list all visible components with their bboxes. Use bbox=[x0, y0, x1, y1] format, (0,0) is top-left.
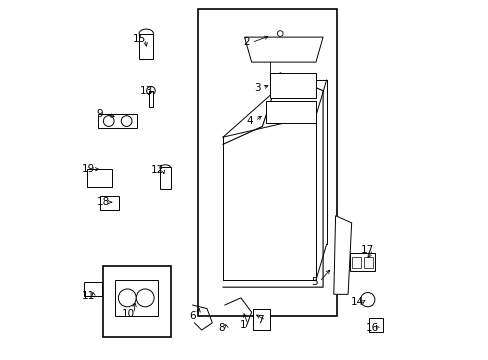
Polygon shape bbox=[333, 216, 351, 294]
Text: 19: 19 bbox=[81, 164, 95, 174]
Bar bbox=[115, 280, 157, 316]
Bar bbox=[160, 167, 170, 189]
Text: 16: 16 bbox=[365, 323, 378, 333]
Ellipse shape bbox=[139, 29, 153, 38]
Bar bbox=[351, 257, 360, 267]
Circle shape bbox=[146, 86, 155, 95]
Text: 11: 11 bbox=[81, 291, 95, 301]
Bar bbox=[98, 114, 137, 128]
Bar bbox=[139, 33, 153, 59]
Bar bbox=[265, 102, 315, 123]
Bar bbox=[103, 266, 171, 337]
Circle shape bbox=[136, 289, 154, 307]
Text: 4: 4 bbox=[246, 116, 253, 126]
Bar bbox=[364, 257, 372, 267]
Text: 6: 6 bbox=[189, 311, 196, 321]
Text: 7: 7 bbox=[257, 315, 264, 325]
Text: 18: 18 bbox=[97, 197, 110, 207]
Bar bbox=[148, 91, 153, 107]
Circle shape bbox=[103, 116, 114, 126]
Text: 15: 15 bbox=[133, 34, 146, 44]
Bar bbox=[87, 169, 112, 187]
Text: 5: 5 bbox=[310, 277, 317, 287]
Circle shape bbox=[360, 293, 374, 307]
Text: 13: 13 bbox=[140, 86, 153, 96]
Text: 1: 1 bbox=[239, 320, 245, 330]
Bar bbox=[269, 73, 315, 98]
Bar bbox=[198, 9, 337, 316]
Bar bbox=[83, 282, 102, 296]
Bar bbox=[100, 196, 119, 210]
Text: 12: 12 bbox=[151, 165, 164, 175]
Text: 3: 3 bbox=[253, 83, 260, 93]
Text: 2: 2 bbox=[243, 37, 249, 48]
Bar bbox=[349, 253, 374, 271]
Polygon shape bbox=[244, 37, 323, 62]
Text: 8: 8 bbox=[218, 323, 224, 333]
Text: 9: 9 bbox=[96, 109, 103, 119]
Circle shape bbox=[121, 116, 132, 126]
Text: 17: 17 bbox=[360, 245, 374, 255]
Circle shape bbox=[118, 289, 136, 307]
Text: 10: 10 bbox=[122, 309, 135, 319]
Bar bbox=[368, 318, 382, 332]
Bar bbox=[253, 309, 269, 330]
Circle shape bbox=[277, 31, 283, 36]
Ellipse shape bbox=[160, 165, 170, 170]
Text: 14: 14 bbox=[350, 297, 363, 307]
